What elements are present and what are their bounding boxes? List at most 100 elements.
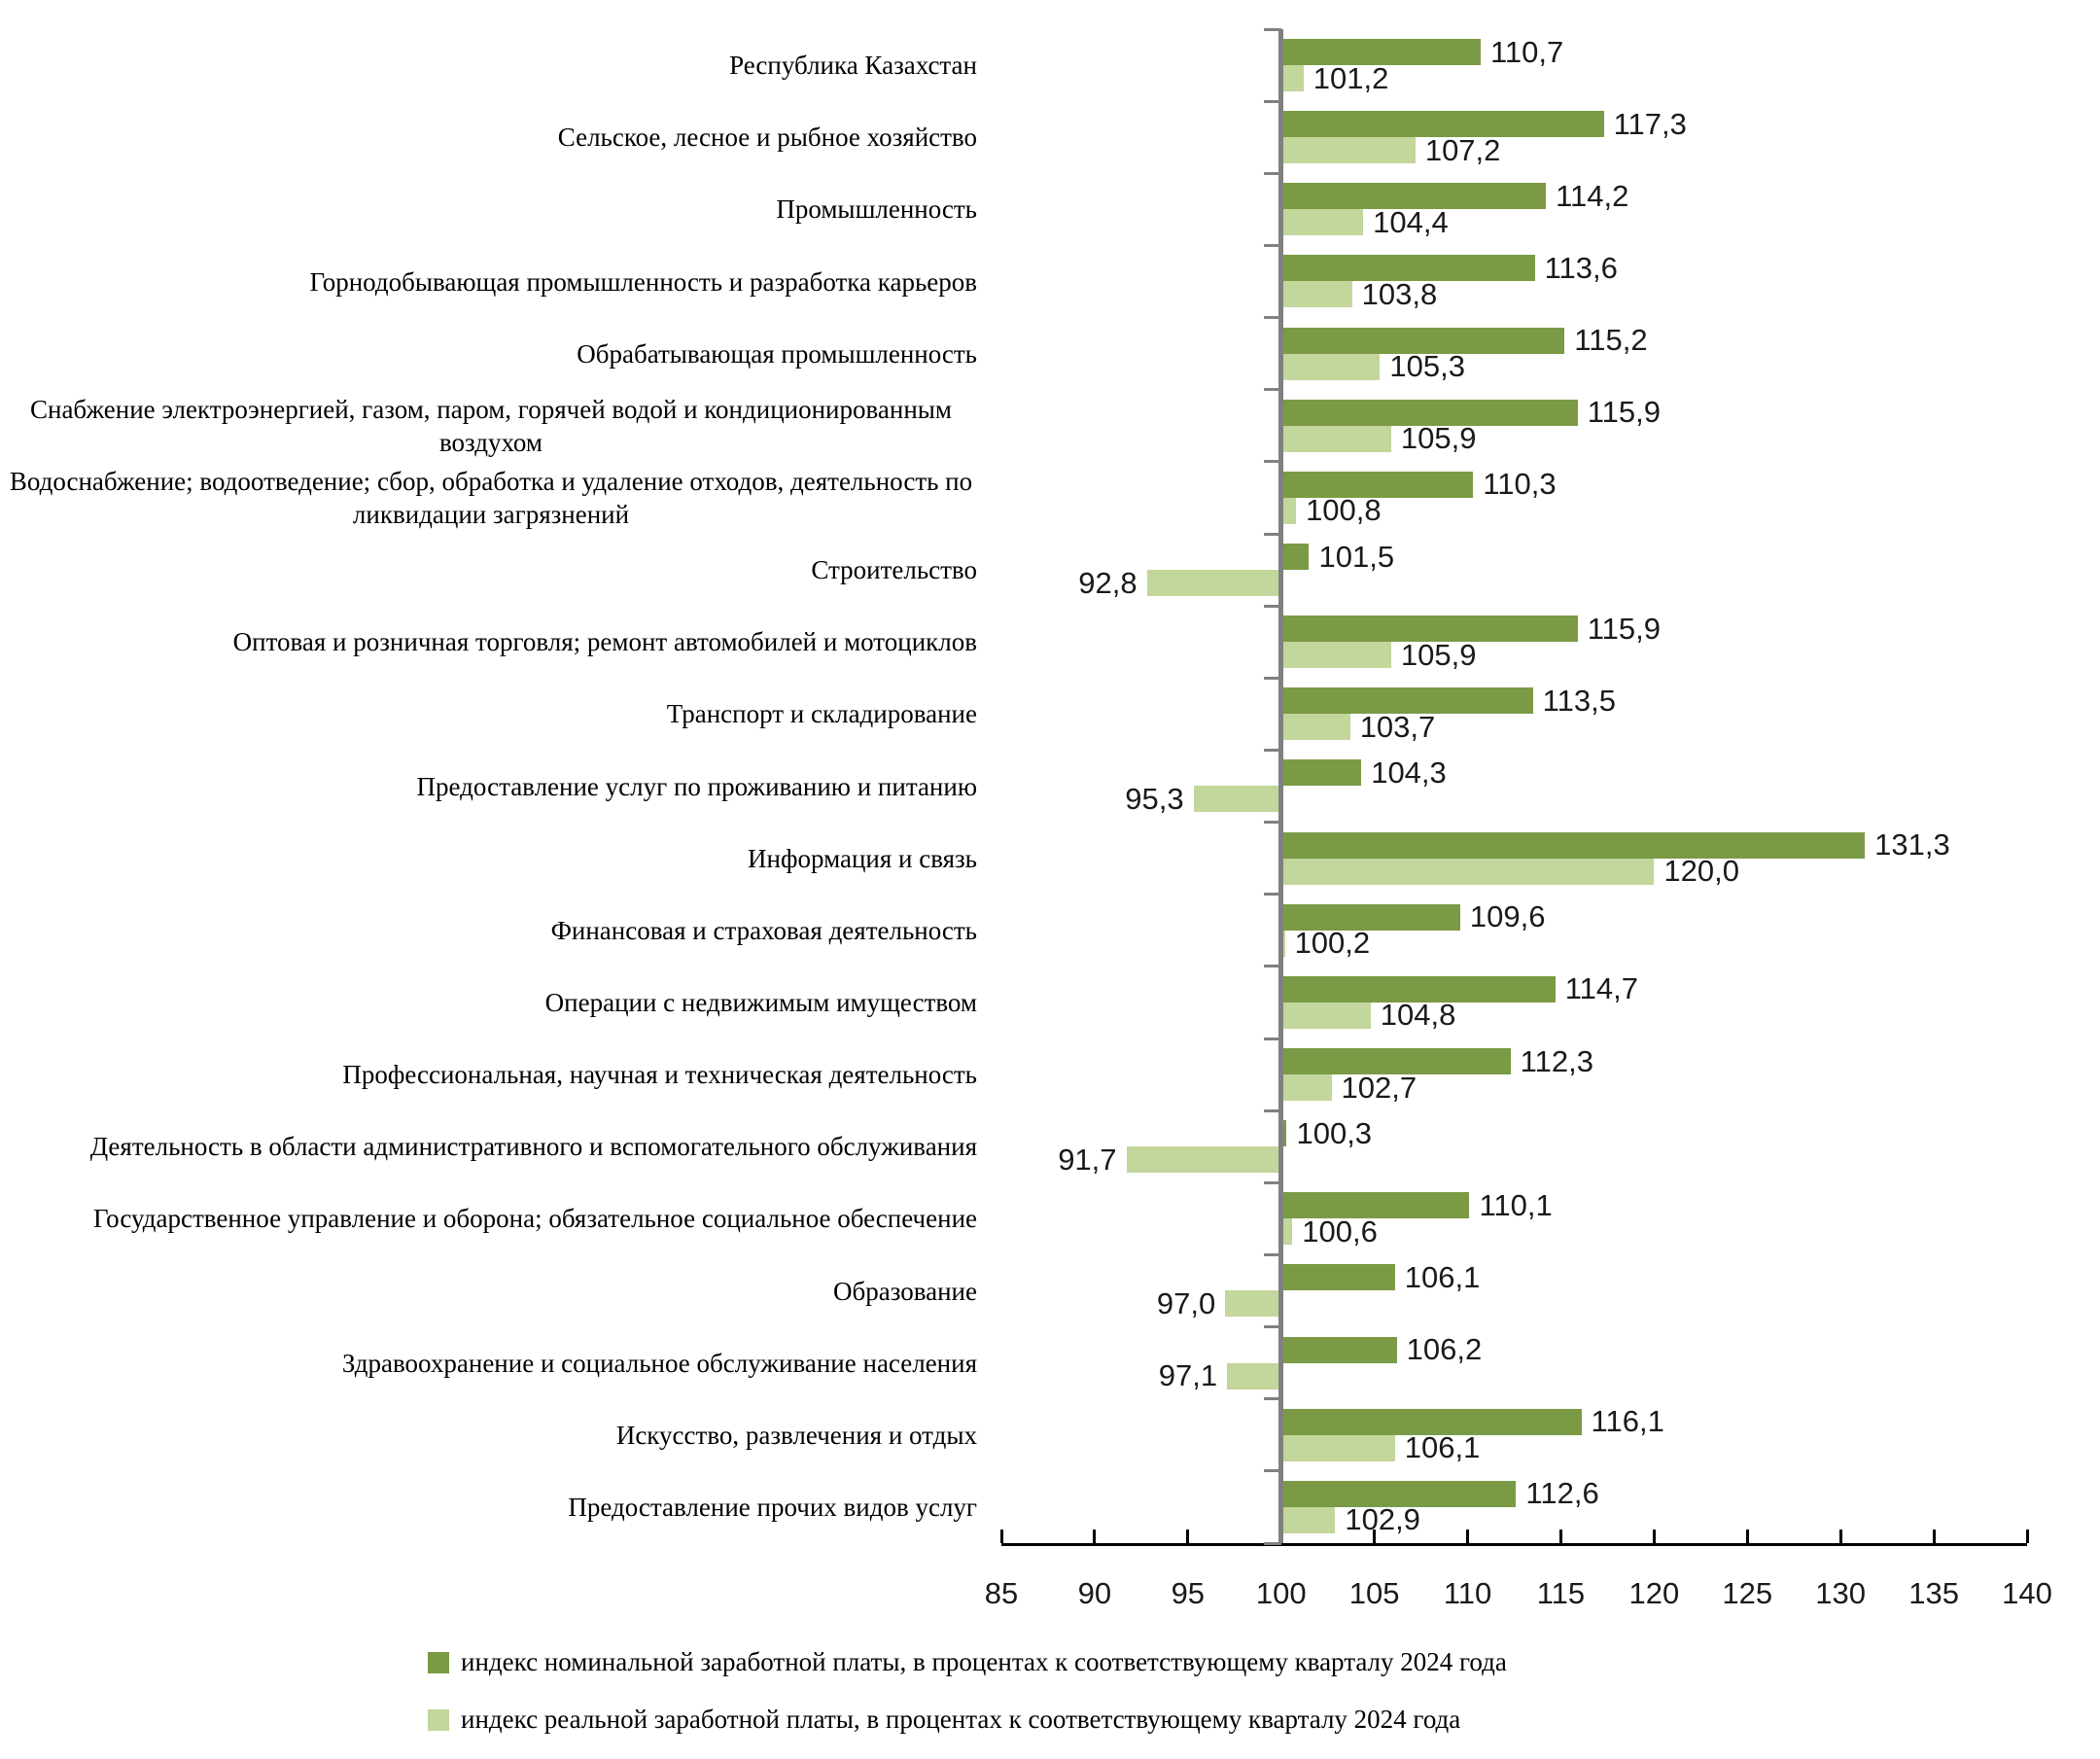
value-label: 95,3	[1125, 781, 1184, 816]
category-label: Операции с недвижимым имуществом	[544, 987, 977, 1017]
x-axis-tick	[999, 1530, 1003, 1543]
legend-label-real: индекс реальной заработной платы, в проц…	[461, 1705, 1461, 1734]
bar-nominal	[1280, 471, 1474, 498]
value-label: 105,9	[1400, 421, 1477, 456]
x-axis-tick-label: 120	[1628, 1576, 1680, 1610]
value-label: 103,7	[1359, 709, 1436, 744]
value-label: 104,8	[1380, 998, 1456, 1033]
category-axis-tick	[1263, 316, 1281, 320]
bar-nominal	[1280, 975, 1556, 1003]
value-label: 117,3	[1613, 106, 1687, 141]
value-label: 107,2	[1424, 132, 1501, 167]
category-axis-tick	[1263, 532, 1281, 536]
bar-real	[1280, 137, 1416, 164]
bar-nominal	[1280, 327, 1565, 354]
category-label: Предоставление прочих видов услуг	[568, 1492, 977, 1522]
x-axis-tick-label: 100	[1255, 1576, 1307, 1610]
x-axis	[1001, 1543, 2027, 1546]
bar-real	[1280, 353, 1381, 380]
category-label: Деятельность в области административного…	[89, 1132, 977, 1162]
value-label: 110,1	[1479, 1187, 1553, 1222]
category-label: Предоставление услуг по проживанию и пит…	[416, 771, 977, 801]
category-axis-tick	[1263, 965, 1281, 968]
category-label: Искусство, развлечения и отдых	[615, 1420, 977, 1450]
category-label: Республика Казахстан	[729, 51, 977, 81]
category-label: Снабжение электроэнергией, газом, паром,…	[29, 394, 952, 457]
bar-nominal	[1280, 616, 1578, 643]
value-label: 109,6	[1469, 899, 1546, 934]
bar-nominal	[1280, 255, 1535, 282]
x-axis-tick-label: 125	[1722, 1576, 1773, 1610]
category-label: Оптовая и розничная торговля; ремонт авт…	[232, 627, 977, 657]
value-label: 100,6	[1302, 1214, 1378, 1249]
bar-real	[1280, 65, 1304, 91]
category-axis-tick	[1263, 1541, 1281, 1545]
legend-item-real: индекс реальной заработной платы, в проц…	[428, 1705, 1507, 1735]
bar-nominal	[1280, 1264, 1395, 1291]
bar-nominal	[1280, 544, 1310, 570]
value-label: 92,8	[1078, 565, 1138, 600]
category-label: Образование	[833, 1276, 977, 1306]
category-axis-tick	[1263, 243, 1281, 247]
x-axis-tick	[1558, 1530, 1562, 1543]
category-axis-tick	[1263, 1180, 1281, 1184]
value-label: 115,9	[1587, 395, 1661, 430]
value-label: 97,0	[1156, 1285, 1216, 1320]
x-axis-tick-label: 115	[1536, 1576, 1586, 1610]
category-label: Сельское, лесное и рыбное хозяйство	[557, 123, 977, 153]
category-axis-tick	[1263, 748, 1281, 752]
bar-nominal	[1280, 1048, 1511, 1074]
category-label: Обрабатывающая промышленность	[577, 338, 977, 369]
value-label: 116,1	[1591, 1404, 1664, 1439]
x-axis-tick	[1466, 1530, 1470, 1543]
bar-real	[1280, 714, 1350, 741]
legend: индекс номинальной заработной платы, в п…	[428, 1647, 1507, 1735]
value-label: 114,7	[1564, 971, 1638, 1006]
x-axis-tick-label: 140	[2002, 1576, 2052, 1610]
category-axis	[1278, 29, 1284, 1543]
x-axis-tick-label: 90	[1077, 1576, 1112, 1610]
bar-nominal	[1280, 903, 1460, 931]
bar-real	[1280, 1002, 1371, 1029]
bar-real	[1280, 1074, 1332, 1101]
category-axis-tick	[1263, 1037, 1281, 1040]
value-label: 112,3	[1520, 1043, 1593, 1078]
bar-real	[1280, 1506, 1336, 1533]
bar-nominal	[1280, 831, 1866, 859]
value-label: 100,2	[1294, 926, 1371, 961]
bar-real	[1280, 1434, 1395, 1461]
value-label: 113,5	[1542, 683, 1616, 718]
bar-nominal	[1280, 1408, 1582, 1435]
legend-swatch-nominal-icon	[428, 1651, 449, 1673]
category-label: Государственное управление и оборона; об…	[92, 1204, 977, 1234]
x-axis-tick	[1186, 1530, 1190, 1543]
category-axis-tick	[1263, 676, 1281, 680]
x-axis-tick-label: 85	[984, 1576, 1019, 1610]
legend-item-nominal: индекс номинальной заработной платы, в п…	[428, 1647, 1507, 1677]
bar-nominal	[1280, 759, 1362, 787]
x-axis-tick-label: 95	[1171, 1576, 1206, 1610]
value-label: 97,1	[1158, 1358, 1218, 1393]
bar-real	[1280, 642, 1391, 669]
bar-real	[1280, 497, 1297, 524]
bar-real	[1146, 570, 1281, 596]
value-label: 114,2	[1556, 178, 1629, 213]
x-axis-tick	[1745, 1530, 1749, 1543]
bar-real	[1280, 1218, 1293, 1246]
bar-nominal	[1280, 687, 1533, 715]
value-label: 100,8	[1306, 493, 1382, 528]
bar-real	[1227, 1362, 1281, 1390]
category-axis-tick	[1263, 604, 1281, 608]
value-label: 115,9	[1587, 611, 1661, 646]
category-axis-tick	[1263, 1397, 1281, 1401]
value-label: 106,1	[1404, 1430, 1481, 1465]
category-label: Информация и связь	[748, 843, 977, 873]
value-label: 113,6	[1544, 250, 1618, 285]
value-label: 115,2	[1574, 323, 1648, 358]
value-label: 91,7	[1058, 1142, 1117, 1177]
category-axis-tick	[1263, 893, 1281, 897]
bar-real	[1280, 425, 1391, 452]
bar-nominal	[1280, 111, 1604, 138]
